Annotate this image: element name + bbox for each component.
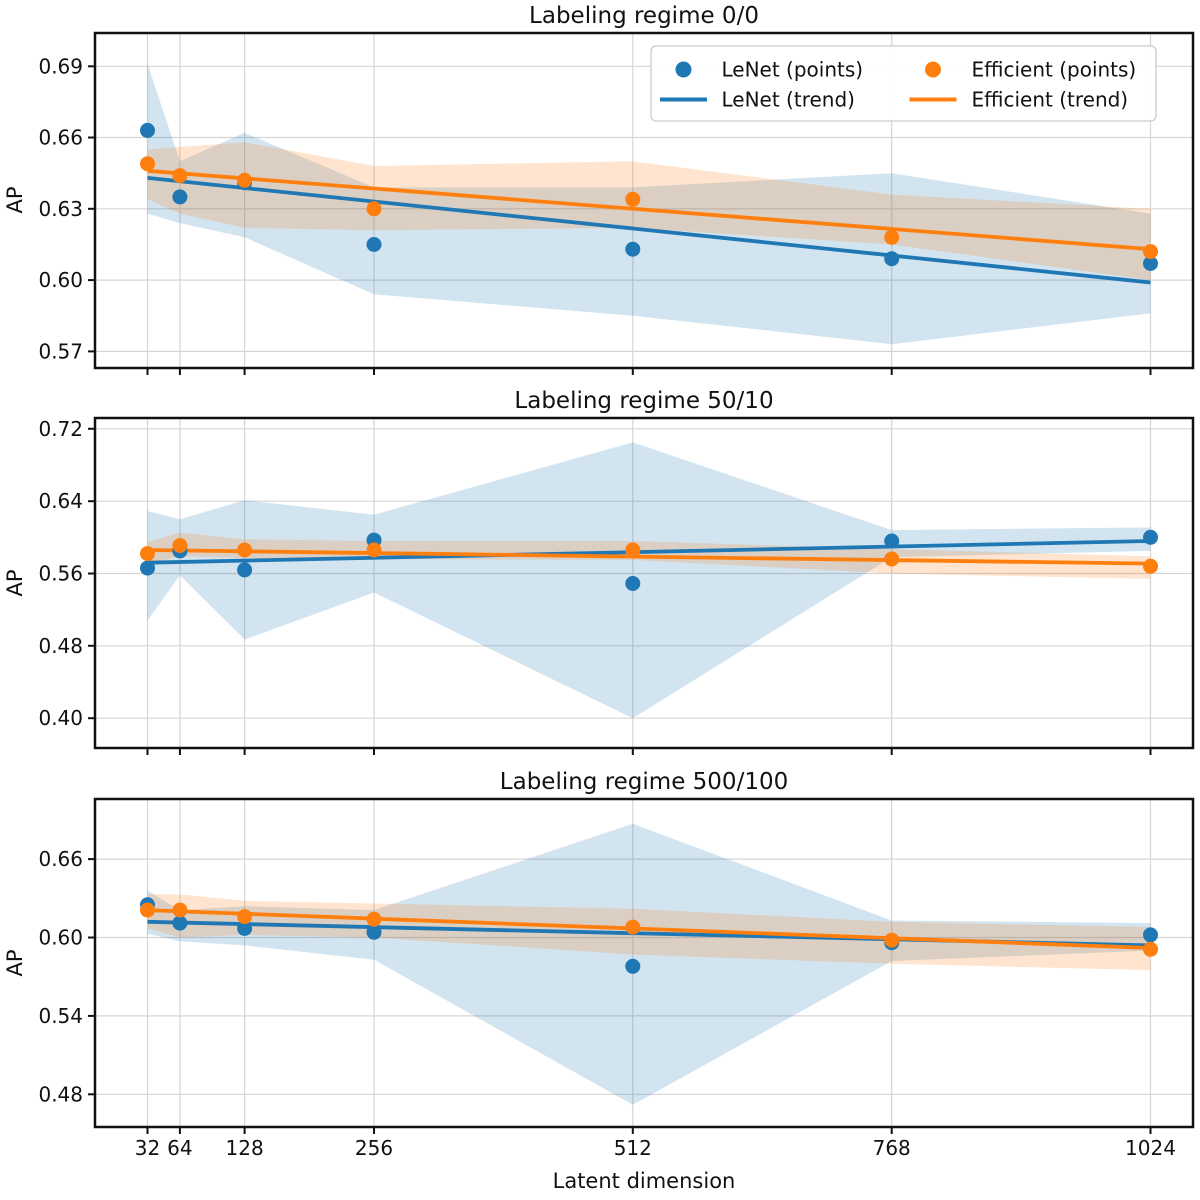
- point-efficient-256: [366, 911, 382, 927]
- ytick-label-0.48: 0.48: [38, 634, 83, 658]
- xtick-label-256: 256: [355, 1136, 393, 1160]
- point-lenet-512: [625, 241, 641, 257]
- subplots-container: 0.57 0.60 0.63 0.66 0.69 0.40 0.48 0.56 0.64 0.72…: [38, 31, 1195, 1160]
- ytick-label-0.66: 0.66: [38, 847, 83, 871]
- point-lenet-128: [237, 562, 253, 578]
- point-lenet-64: [172, 915, 188, 931]
- ytick-label-0.48: 0.48: [38, 1082, 83, 1106]
- xtick-label-768: 768: [873, 1136, 911, 1160]
- trend-line-lenet: [147, 539, 1151, 565]
- axes-frame: [93, 416, 1195, 750]
- subplot-3: 32 64 128 256 512 768 1024 0.48 0.54 0.60 0.66: [38, 797, 1195, 1160]
- point-lenet-768: [884, 533, 900, 549]
- legend-label-efficient-line: Efficient (trend): [972, 88, 1129, 112]
- ytick-label-0.64: 0.64: [38, 489, 83, 513]
- xtick-label-32: 32: [135, 1136, 160, 1160]
- xtick-label-512: 512: [614, 1136, 652, 1160]
- point-lenet-128: [237, 920, 253, 936]
- axes-frame: [93, 31, 1195, 370]
- point-lenet-1024: [1143, 529, 1158, 545]
- ytick-label-0.54: 0.54: [38, 1004, 83, 1028]
- point-efficient-128: [237, 542, 253, 558]
- point-efficient-768: [884, 229, 900, 245]
- legend-marker-efficient-point: [925, 61, 941, 78]
- point-efficient-512: [625, 191, 641, 207]
- ytick-label-0.60: 0.60: [38, 268, 83, 292]
- trend-line-efficient: [147, 548, 1151, 566]
- point-efficient-64: [172, 538, 188, 553]
- legend-item-lenet-points: LeNet (points): [675, 58, 864, 82]
- legend: LeNet (points) LeNet (trend) Efficient (po…: [650, 45, 1157, 122]
- subplot2-title: Labeling regime 50/10: [514, 388, 773, 414]
- point-lenet-32: [140, 560, 155, 576]
- subplot2-yaxis-label: AP: [3, 569, 27, 596]
- point-efficient-32: [140, 902, 155, 918]
- point-lenet-64: [172, 189, 188, 205]
- subplot3-yaxis-label: AP: [3, 949, 27, 976]
- subplot1-title: Labeling regime 0/0: [529, 3, 759, 29]
- subplot1-yaxis-label: AP: [3, 186, 27, 213]
- xaxis-label: Latent dimension: [553, 1169, 736, 1193]
- confidence-band-lenet: [147, 63, 1151, 345]
- point-efficient-512: [625, 919, 641, 935]
- xtick-label-1024: 1024: [1125, 1136, 1176, 1160]
- xtick-label-128: 128: [226, 1136, 264, 1160]
- point-efficient-256: [366, 201, 382, 217]
- ytick-label-0.69: 0.69: [38, 54, 83, 78]
- point-lenet-256: [366, 924, 382, 940]
- point-efficient-32: [140, 546, 155, 562]
- point-lenet-512: [625, 576, 641, 591]
- point-efficient-64: [172, 902, 188, 918]
- point-efficient-256: [366, 542, 382, 558]
- point-efficient-32: [140, 156, 155, 172]
- ytick-label-0.40: 0.40: [38, 706, 83, 730]
- point-lenet-1024: [1143, 927, 1158, 943]
- point-efficient-1024: [1143, 558, 1158, 574]
- point-efficient-1024: [1143, 941, 1158, 957]
- xtick-label-64: 64: [167, 1136, 192, 1160]
- point-efficient-1024: [1143, 244, 1158, 260]
- legend-label-lenet-line: LeNet (trend): [722, 88, 855, 112]
- ytick-label-0.57: 0.57: [38, 339, 83, 363]
- point-lenet-32: [140, 122, 155, 138]
- trend-line-efficient: [147, 168, 1151, 252]
- point-efficient-64: [172, 168, 188, 184]
- point-efficient-128: [237, 172, 253, 188]
- legend-marker-lenet-point: [675, 61, 692, 78]
- ytick-label-0.60: 0.60: [38, 926, 83, 950]
- axes-frame: [93, 797, 1195, 1129]
- point-lenet-512: [625, 958, 641, 974]
- ytick-label-0.56: 0.56: [38, 562, 83, 586]
- subplot-2: 0.40 0.48 0.56 0.64 0.72: [38, 416, 1195, 755]
- legend-box: [650, 45, 1157, 122]
- point-lenet-1024: [1143, 256, 1158, 271]
- legend-label-lenet-point: LeNet (points): [722, 58, 864, 82]
- trend-line-efficient: [147, 908, 1151, 950]
- subplot3-title: Labeling regime 500/100: [500, 769, 788, 795]
- legend-label-efficient-point: Efficient (points): [972, 58, 1137, 82]
- point-lenet-768: [884, 251, 900, 267]
- legend-item-efficient-points: Efficient (points): [925, 58, 1136, 82]
- ytick-label-0.72: 0.72: [38, 417, 83, 441]
- legend-item-lenet-trend: LeNet (trend): [660, 88, 855, 112]
- legend-item-efficient-trend: Efficient (trend): [909, 88, 1129, 112]
- point-lenet-256: [366, 237, 382, 252]
- point-efficient-768: [884, 551, 900, 567]
- ytick-label-0.63: 0.63: [38, 197, 83, 221]
- ytick-label-0.66: 0.66: [38, 126, 83, 150]
- point-efficient-512: [625, 542, 641, 558]
- confidence-band-lenet: [147, 442, 1151, 719]
- point-efficient-768: [884, 932, 900, 948]
- trend-line-lenet: [147, 176, 1151, 285]
- confidence-band-lenet: [147, 823, 1151, 1105]
- point-efficient-128: [237, 909, 253, 925]
